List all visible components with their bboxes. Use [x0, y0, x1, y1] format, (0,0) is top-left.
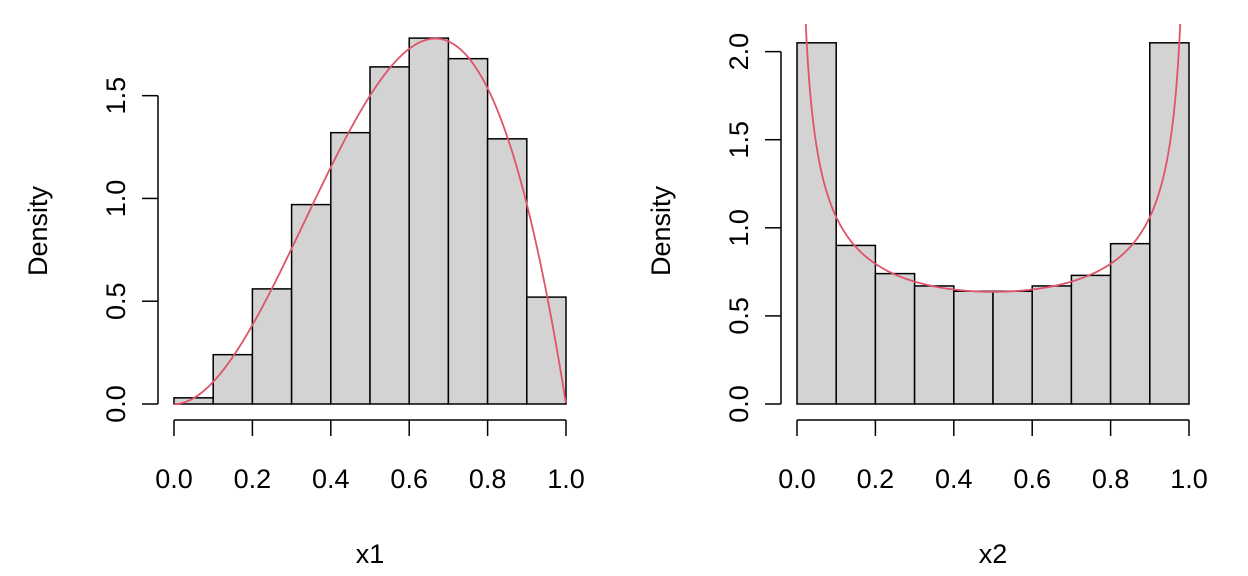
x-tick-label: 0.2	[234, 464, 272, 494]
histogram-bar	[874, 272, 916, 405]
histogram-bar	[913, 285, 955, 405]
y-tick-label: 0.5	[101, 282, 131, 320]
x-tick-label: 1.0	[547, 464, 585, 494]
x-axis: 0.0 0.2 0.4 0.6 0.8 1.0	[778, 419, 1208, 494]
x-tick-label: 0.0	[778, 464, 816, 494]
y-tick-label: 0.0	[101, 385, 131, 423]
y-tick-label: 1.0	[101, 180, 131, 218]
histogram-bar	[251, 288, 293, 405]
y-tick-label: 2.0	[724, 33, 754, 71]
y-axis-label: Density	[646, 185, 676, 276]
y-tick-label: 1.0	[724, 209, 754, 247]
histogram-bar	[835, 244, 877, 405]
x-axis-label: x1	[356, 539, 385, 569]
y-tick-label: 1.5	[724, 121, 754, 159]
density-curve	[174, 37, 567, 405]
x-axis: 0.0 0.2 0.4 0.6 0.8 1.0	[155, 419, 585, 494]
y-tick-label: 1.5	[101, 77, 131, 115]
x-axis-label: x2	[979, 539, 1008, 569]
histogram-bar	[526, 296, 567, 405]
histogram-bar	[447, 57, 489, 405]
histogram-bar	[1070, 274, 1112, 405]
y-tick-label: 0.5	[724, 297, 754, 335]
x-tick-label: 0.8	[1092, 464, 1130, 494]
x-tick-label: 1.0	[1170, 464, 1208, 494]
x-tick-label: 0.6	[390, 464, 428, 494]
density-curve	[804, 24, 1182, 293]
histogram-panel-x1: 0.0 0.2 0.4 0.6 0.8 1.0 0.0 0.5 1.0 1.5 x1 Density	[23, 37, 585, 569]
histogram-bar	[953, 290, 994, 405]
histogram-bar	[992, 290, 1033, 405]
y-axis-label: Density	[23, 185, 53, 276]
x-tick-label: 0.4	[312, 464, 350, 494]
histogram-bar	[408, 37, 450, 405]
histogram-bar	[369, 66, 410, 405]
histogram-bar	[330, 131, 371, 405]
histogram-panel-x2: 0.0 0.2 0.4 0.6 0.8 1.0 0.0 0.5 1.0 1.5 2.0 x2 Densi…	[646, 24, 1208, 569]
histogram-bar	[1109, 242, 1151, 405]
x-tick-label: 0.8	[469, 464, 507, 494]
x-tick-label: 0.6	[1013, 464, 1051, 494]
histogram-bars	[173, 37, 567, 405]
y-tick-label: 0.0	[724, 385, 754, 423]
x-tick-label: 0.4	[935, 464, 973, 494]
y-axis: 0.0 0.5 1.0 1.5	[101, 77, 159, 423]
x-tick-label: 0.2	[857, 464, 895, 494]
histogram-bar	[1031, 285, 1073, 405]
x-tick-label: 0.0	[155, 464, 193, 494]
y-axis: 0.0 0.5 1.0 1.5 2.0	[724, 33, 782, 423]
histogram-bar	[1149, 42, 1190, 405]
histogram-bars	[796, 42, 1190, 405]
histogram-bar	[486, 138, 528, 405]
histogram-bar	[796, 42, 837, 405]
histogram-bar	[212, 353, 254, 405]
